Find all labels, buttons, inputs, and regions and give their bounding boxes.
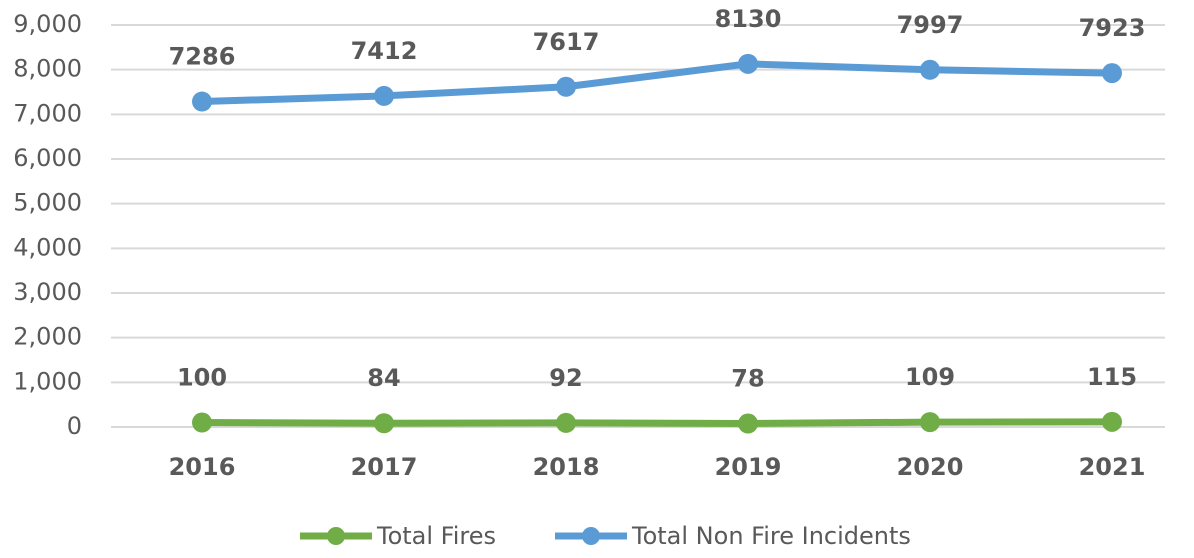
data-label: 7617: [533, 28, 600, 56]
x-tick-label: 2021: [1079, 453, 1146, 481]
point: [1102, 63, 1122, 84]
data-label: 7997: [897, 11, 964, 39]
data-label: 115: [1087, 363, 1137, 391]
y-tick-label: 0: [67, 412, 82, 440]
data-label: 109: [905, 363, 955, 391]
x-tick-label: 2018: [533, 453, 600, 481]
point: [556, 412, 576, 433]
x-tick-label: 2020: [897, 453, 964, 481]
y-tick-label: 6,000: [13, 144, 82, 172]
legend-label: Total Non Fire Incidents: [631, 522, 911, 550]
y-tick-label: 1,000: [13, 367, 82, 395]
point: [192, 412, 212, 433]
point: [738, 413, 758, 434]
data-label: 100: [177, 364, 227, 392]
point: [738, 53, 758, 74]
data-label: 7923: [1079, 14, 1146, 42]
y-tick-label: 2,000: [13, 323, 82, 351]
data-label: 7286: [169, 43, 236, 71]
y-tick-label: 7,000: [13, 99, 82, 127]
point: [374, 85, 394, 106]
y-tick-label: 4,000: [13, 233, 82, 261]
x-tick-label: 2017: [351, 453, 418, 481]
data-label: 92: [549, 364, 582, 392]
series-line: [201, 418, 1113, 428]
legend-marker: [582, 527, 600, 545]
y-tick-label: 9,000: [13, 10, 82, 38]
point: [1102, 411, 1122, 432]
data-label: 7412: [351, 37, 418, 65]
legend-label: Total Fires: [376, 522, 496, 550]
data-label: 84: [367, 364, 400, 392]
data-label: 78: [731, 365, 764, 393]
point: [920, 59, 940, 80]
point: [556, 76, 576, 97]
series-line: [201, 60, 1113, 106]
data-label: 8130: [715, 5, 782, 33]
y-tick-label: 3,000: [13, 278, 82, 306]
y-tick-label: 8,000: [13, 55, 82, 83]
point: [192, 91, 212, 112]
legend-marker: [327, 527, 345, 545]
point: [374, 413, 394, 434]
point: [920, 412, 940, 433]
x-tick-label: 2019: [715, 453, 782, 481]
x-tick-label: 2016: [169, 453, 236, 481]
y-tick-label: 5,000: [13, 189, 82, 217]
